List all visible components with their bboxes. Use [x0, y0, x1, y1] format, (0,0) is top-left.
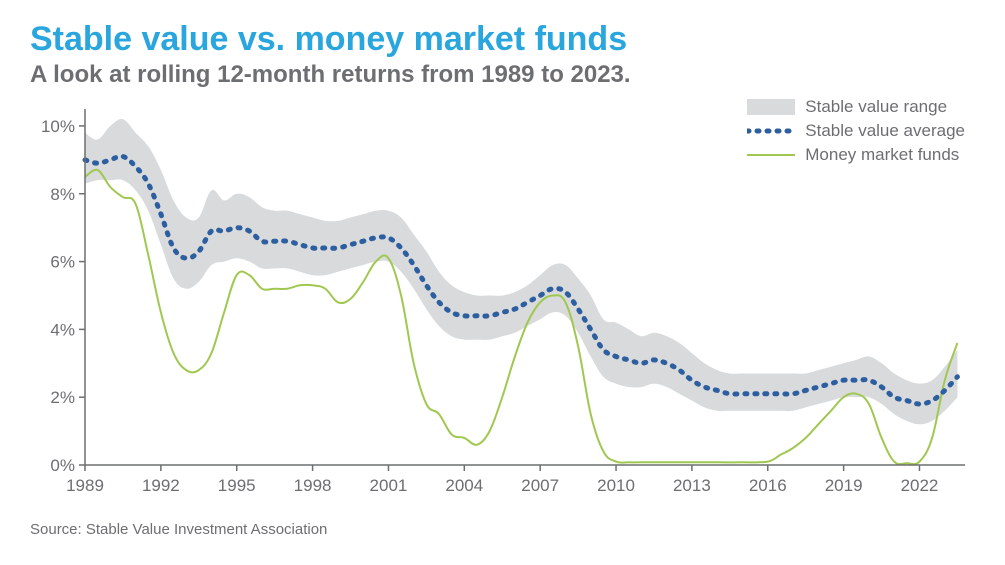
x-tick-label: 2013 [673, 476, 711, 495]
legend-item-range: Stable value range [747, 97, 965, 117]
legend: Stable value range Stable value average … [747, 97, 965, 169]
legend-label-avg: Stable value average [805, 121, 965, 141]
legend-swatch-mm [747, 148, 795, 162]
x-tick-label: 2022 [901, 476, 939, 495]
chart-area: 0% 2% 4% 6% 8% 10% 1989 1992 1995 1998 2001 2004 200… [30, 97, 975, 507]
x-tick-label: 1992 [142, 476, 180, 495]
legend-item-mm: Money market funds [747, 145, 965, 165]
y-tick-label: 0% [50, 456, 75, 475]
x-tick-label: 2001 [370, 476, 408, 495]
legend-swatch-range [747, 99, 795, 115]
chart-title: Stable value vs. money market funds [30, 20, 975, 59]
x-tick-label: 1995 [218, 476, 256, 495]
x-tick-label: 2007 [521, 476, 559, 495]
x-tick-label: 1989 [66, 476, 104, 495]
y-tick-label: 4% [50, 320, 75, 339]
x-tick-label: 1998 [294, 476, 332, 495]
x-tick-label: 2016 [749, 476, 787, 495]
legend-swatch-avg [747, 124, 795, 138]
legend-label-mm: Money market funds [805, 145, 959, 165]
legend-item-avg: Stable value average [747, 121, 965, 141]
source-text: Source: Stable Value Investment Associat… [30, 521, 975, 538]
x-tick-label: 2010 [597, 476, 635, 495]
y-tick-label: 10% [41, 117, 75, 136]
chart-subtitle: A look at rolling 12-month returns from … [30, 61, 975, 89]
x-tick-label: 2004 [445, 476, 483, 495]
y-tick-label: 2% [50, 388, 75, 407]
legend-label-range: Stable value range [805, 97, 947, 117]
x-tick-label: 2019 [825, 476, 863, 495]
y-tick-label: 8% [50, 185, 75, 204]
y-tick-label: 6% [50, 253, 75, 272]
